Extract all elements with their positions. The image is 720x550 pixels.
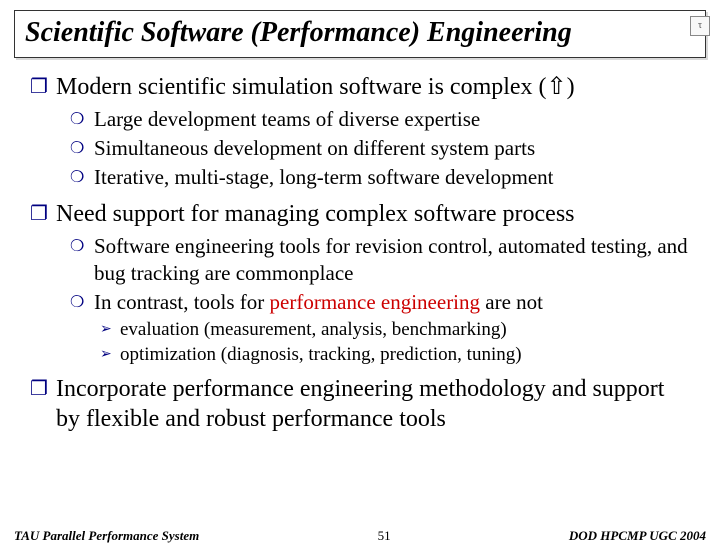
- point-1b: ❍ Simultaneous development on different …: [70, 135, 690, 162]
- arrow-bullet-icon: ➢: [100, 318, 120, 342]
- point-2b-pre: In contrast, tools for: [94, 290, 270, 314]
- point-2b1: ➢ evaluation (measurement, analysis, ben…: [100, 318, 690, 342]
- circle-bullet-icon: ❍: [70, 106, 94, 133]
- square-bullet-icon: ❐: [30, 199, 56, 229]
- square-bullet-icon: ❐: [30, 72, 56, 102]
- point-2b-highlight: performance engineering: [270, 290, 480, 314]
- logo-badge: τ: [690, 16, 710, 36]
- point-2b2: ➢ optimization (diagnosis, tracking, pre…: [100, 343, 690, 367]
- point-3: ❐ Incorporate performance engineering me…: [30, 374, 690, 434]
- point-2: ❐ Need support for managing complex soft…: [30, 199, 690, 229]
- circle-bullet-icon: ❍: [70, 289, 94, 316]
- point-1: ❐ Modern scientific simulation software …: [30, 72, 690, 102]
- circle-bullet-icon: ❍: [70, 135, 94, 162]
- slide-body: ❐ Modern scientific simulation software …: [0, 58, 720, 434]
- point-1c-text: Iterative, multi-stage, long-term softwa…: [94, 164, 554, 191]
- point-2b1-text: evaluation (measurement, analysis, bench…: [120, 318, 507, 342]
- point-1a: ❍ Large development teams of diverse exp…: [70, 106, 690, 133]
- circle-bullet-icon: ❍: [70, 233, 94, 260]
- footer-right: DOD HPCMP UGC 2004: [569, 528, 706, 544]
- title-bar: Scientific Software (Performance) Engine…: [14, 10, 706, 58]
- square-bullet-icon: ❐: [30, 374, 56, 404]
- slide-title: Scientific Software (Performance) Engine…: [25, 17, 695, 49]
- point-1a-text: Large development teams of diverse exper…: [94, 106, 480, 133]
- point-2a: ❍ Software engineering tools for revisio…: [70, 233, 690, 287]
- point-1c: ❍ Iterative, multi-stage, long-term soft…: [70, 164, 690, 191]
- circle-bullet-icon: ❍: [70, 164, 94, 191]
- point-1-text: Modern scientific simulation software is…: [56, 72, 575, 102]
- footer: TAU Parallel Performance System 51 DOD H…: [0, 528, 720, 544]
- point-2b: ❍ In contrast, tools for performance eng…: [70, 289, 690, 316]
- footer-left: TAU Parallel Performance System: [14, 528, 199, 544]
- point-2b-post: are not: [480, 290, 543, 314]
- point-2-text: Need support for managing complex softwa…: [56, 199, 575, 229]
- arrow-bullet-icon: ➢: [100, 343, 120, 367]
- point-2a-text: Software engineering tools for revision …: [94, 233, 690, 287]
- point-2b-text: In contrast, tools for performance engin…: [94, 289, 543, 316]
- point-3-text: Incorporate performance engineering meth…: [56, 374, 690, 434]
- slide-number: 51: [378, 528, 391, 544]
- point-2b2-text: optimization (diagnosis, tracking, predi…: [120, 343, 522, 367]
- point-1b-text: Simultaneous development on different sy…: [94, 135, 535, 162]
